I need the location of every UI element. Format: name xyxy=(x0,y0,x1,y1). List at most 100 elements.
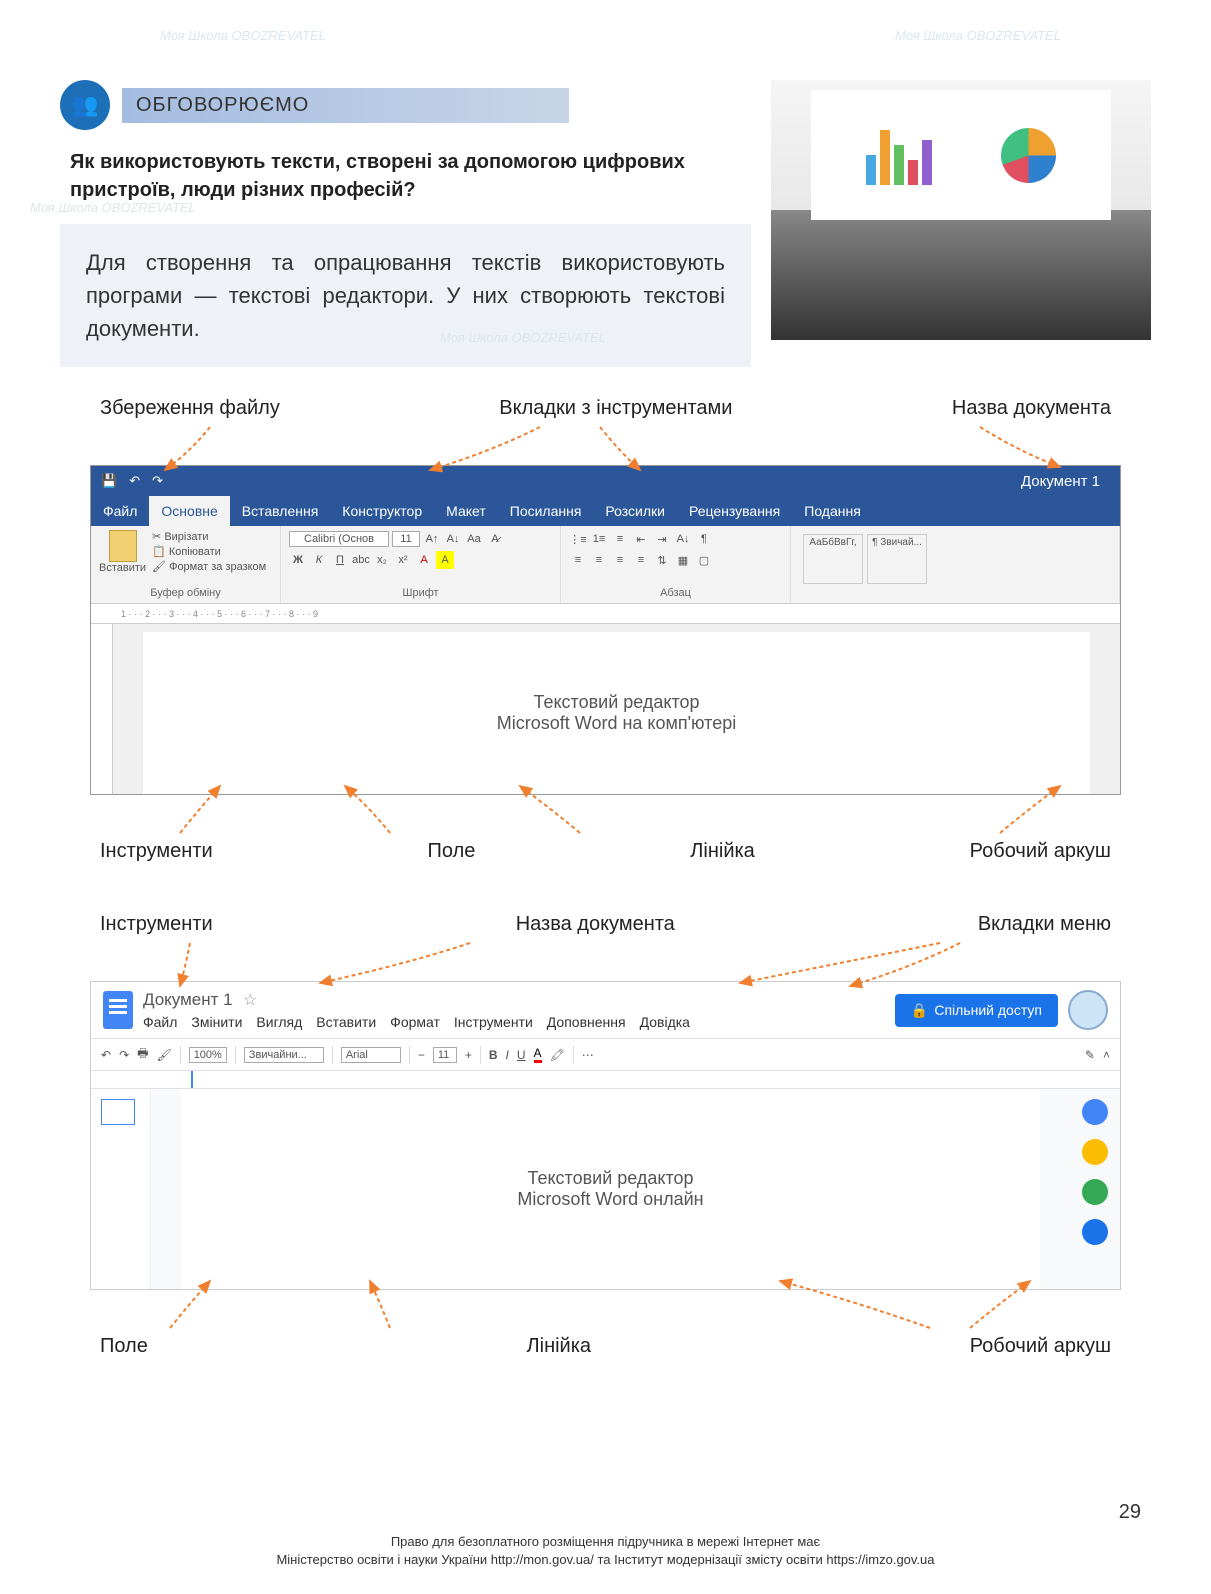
watermark: Моя Школа OBOZREVATEL xyxy=(160,28,326,43)
borders-icon[interactable]: ▢ xyxy=(695,551,713,569)
tab-file[interactable]: Файл xyxy=(91,496,149,526)
bar xyxy=(880,130,890,185)
redo-icon[interactable]: ↷ xyxy=(119,1048,129,1062)
tab-mailings[interactable]: Розсилки xyxy=(593,496,677,526)
paint-icon[interactable]: 🖌 xyxy=(156,1048,171,1062)
font-color-icon[interactable]: A xyxy=(415,551,433,569)
document-page[interactable]: Текстовий редактор Microsoft Word онлайн xyxy=(181,1089,1040,1289)
strike-icon[interactable]: abc xyxy=(352,551,370,569)
subscript-icon[interactable]: x₂ xyxy=(373,551,391,569)
highlight-icon[interactable]: 🖍 xyxy=(550,1048,565,1062)
horizontal-ruler[interactable]: 1 · · · 2 · · · 3 · · · 4 · · · 5 · · · … xyxy=(91,604,1120,624)
print-icon[interactable]: 🖶 xyxy=(137,1044,148,1065)
shading-icon[interactable]: ▦ xyxy=(674,551,692,569)
calendar-icon[interactable] xyxy=(1082,1099,1108,1125)
menu-edit[interactable]: Змінити xyxy=(191,1014,242,1030)
clear-format-icon[interactable]: A̷ xyxy=(486,530,504,548)
highlight-icon[interactable]: A xyxy=(436,551,454,569)
tab-insert[interactable]: Вставлення xyxy=(230,496,331,526)
group-label: Буфер обміну xyxy=(99,587,272,599)
tab-layout[interactable]: Макет xyxy=(434,496,498,526)
sort-icon[interactable]: A↓ xyxy=(674,530,692,548)
paste-button[interactable]: Вставити xyxy=(99,530,146,574)
tab-design[interactable]: Конструктор xyxy=(330,496,434,526)
pilcrow-icon[interactable]: ¶ xyxy=(695,530,713,548)
line-spacing-icon[interactable]: ⇅ xyxy=(653,551,671,569)
star-icon[interactable]: ☆ xyxy=(243,992,257,1009)
document-page[interactable]: Текстовий редактор Microsoft Word на ком… xyxy=(143,632,1090,794)
tab-references[interactable]: Посилання xyxy=(498,496,594,526)
font-name-select[interactable]: Calibri (Основ xyxy=(289,531,389,547)
horizontal-ruler[interactable] xyxy=(91,1071,1120,1089)
font-select[interactable]: Arial xyxy=(341,1047,401,1063)
document-title[interactable]: Документ 1 xyxy=(143,990,233,1009)
copy-button[interactable]: 📋 Копіювати xyxy=(152,545,221,558)
size-inc-icon[interactable]: + xyxy=(465,1048,472,1062)
bullets-icon[interactable]: ⋮≡ xyxy=(569,530,587,548)
font-size-select[interactable]: 11 xyxy=(392,531,420,547)
group-label: Шрифт xyxy=(289,587,552,599)
menu-insert[interactable]: Вставити xyxy=(316,1014,376,1030)
font-size[interactable]: 11 xyxy=(433,1047,457,1063)
more-icon[interactable]: ⋯ xyxy=(582,1048,594,1062)
contacts-icon[interactable] xyxy=(1082,1219,1108,1245)
zoom-select[interactable]: 100% xyxy=(189,1047,227,1063)
tasks-icon[interactable] xyxy=(1082,1179,1108,1205)
caption-line: Текстовий редактор xyxy=(527,1168,693,1189)
underline-icon[interactable]: П xyxy=(331,551,349,569)
size-dec-icon[interactable]: − xyxy=(418,1048,425,1062)
share-button[interactable]: 🔒 Спільний доступ xyxy=(895,994,1058,1027)
align-left-icon[interactable]: ≡ xyxy=(569,551,587,569)
callout-label: Лінійка xyxy=(527,1335,592,1358)
shrink-font-icon[interactable]: A↓ xyxy=(444,530,462,548)
align-right-icon[interactable]: ≡ xyxy=(611,551,629,569)
underline-icon[interactable]: U xyxy=(517,1048,526,1062)
undo-icon[interactable]: ↶ xyxy=(101,1048,111,1062)
tab-home[interactable]: Основне xyxy=(149,496,229,526)
multilevel-icon[interactable]: ≡ xyxy=(611,530,629,548)
menu-tools[interactable]: Інструменти xyxy=(454,1014,533,1030)
menu-format[interactable]: Формат xyxy=(390,1014,440,1030)
align-center-icon[interactable]: ≡ xyxy=(590,551,608,569)
italic-icon[interactable]: I xyxy=(506,1048,509,1062)
menu-file[interactable]: Файл xyxy=(143,1014,177,1030)
grow-font-icon[interactable]: A↑ xyxy=(423,530,441,548)
superscript-icon[interactable]: x² xyxy=(394,551,412,569)
style-select[interactable]: Звичайни... xyxy=(244,1047,324,1063)
menu-view[interactable]: Вигляд xyxy=(256,1014,302,1030)
tab-review[interactable]: Рецензування xyxy=(677,496,792,526)
format-painter-button[interactable]: 🖌 Формат за зразком xyxy=(152,560,266,573)
undo-icon[interactable]: ↶ xyxy=(129,473,140,489)
indent-dec-icon[interactable]: ⇤ xyxy=(632,530,650,548)
change-case-icon[interactable]: Aa xyxy=(465,530,483,548)
menu-addons[interactable]: Доповнення xyxy=(547,1014,626,1030)
text-color-icon[interactable]: A xyxy=(534,1046,542,1063)
bold-icon[interactable]: B xyxy=(489,1048,498,1062)
save-icon[interactable]: 💾 xyxy=(101,473,117,489)
menu-help[interactable]: Довідка xyxy=(640,1014,690,1030)
lock-icon: 🔒 xyxy=(911,1002,928,1019)
vertical-ruler[interactable] xyxy=(91,624,113,794)
info-box: Для створення та опрацювання текстів вик… xyxy=(60,224,751,367)
style-nospacing[interactable]: ¶ Звичай... xyxy=(867,534,927,584)
bold-icon[interactable]: Ж xyxy=(289,551,307,569)
word-window: 💾 ↶ ↷ Документ 1 Файл Основне Вставлення… xyxy=(90,465,1121,795)
avatar[interactable] xyxy=(1068,990,1108,1030)
chevron-up-icon[interactable]: ˄ xyxy=(1103,1048,1110,1062)
intro-section: 👥 ОБГОВОРЮЄМО Як використовують тексти, … xyxy=(60,80,1151,367)
redo-icon[interactable]: ↷ xyxy=(152,473,163,489)
caption-line: Текстовий редактор xyxy=(533,692,699,713)
keep-icon[interactable] xyxy=(1082,1139,1108,1165)
italic-icon[interactable]: К xyxy=(310,551,328,569)
numbering-icon[interactable]: 1≡ xyxy=(590,530,608,548)
indent-inc-icon[interactable]: ⇥ xyxy=(653,530,671,548)
style-normal[interactable]: АаБбВвГг, xyxy=(803,534,863,584)
tab-view[interactable]: Подання xyxy=(792,496,873,526)
justify-icon[interactable]: ≡ xyxy=(632,551,650,569)
outline-sidebar[interactable] xyxy=(91,1089,151,1289)
cut-button[interactable]: ✂ Вирізати xyxy=(152,530,208,543)
edit-mode-icon[interactable]: ✎ xyxy=(1085,1048,1095,1062)
callout-label: Інструменти xyxy=(100,840,213,863)
page-thumbnail[interactable] xyxy=(101,1099,135,1125)
bar xyxy=(922,140,932,185)
